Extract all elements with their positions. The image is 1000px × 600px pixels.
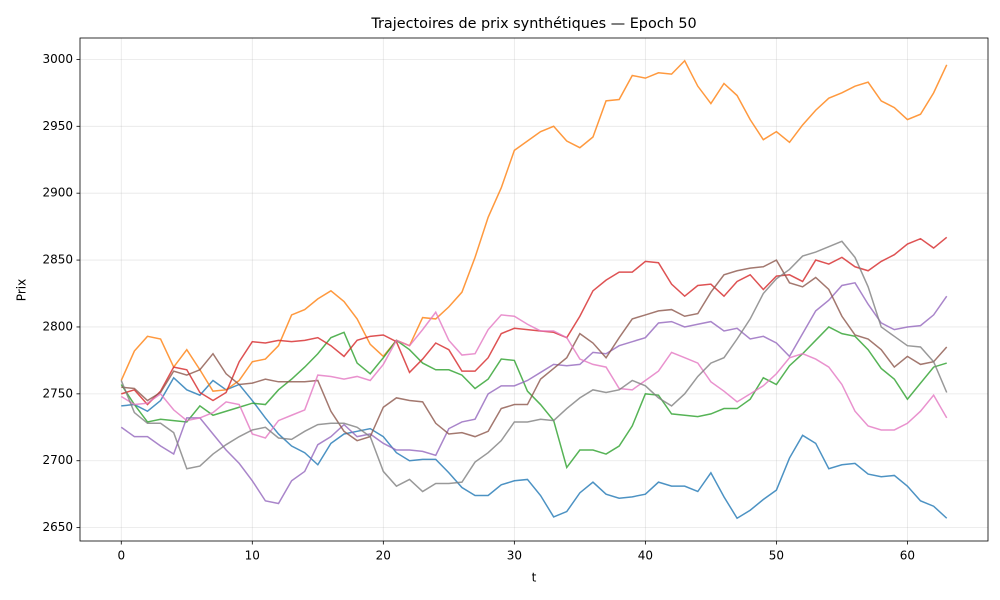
series-line (121, 376, 948, 520)
y-tick-label: 3000 (42, 52, 73, 66)
y-tick-label: 2950 (42, 119, 73, 133)
x-tick-label: 20 (376, 549, 391, 563)
x-tick-label: 10 (245, 549, 260, 563)
series-line (121, 236, 948, 406)
x-tick-label: 40 (638, 549, 653, 563)
y-tick-label: 2700 (42, 453, 73, 467)
series-line (120, 240, 948, 493)
plot-frame (79, 37, 989, 542)
chart-title: Trajectoires de prix synthétiques — Epoc… (370, 16, 696, 32)
x-tick-label: 30 (507, 549, 522, 563)
y-tick-label: 2750 (42, 386, 73, 400)
series-line (121, 259, 948, 442)
x-tick-label: 50 (769, 549, 784, 563)
x-tick-label: 60 (900, 549, 915, 563)
y-tick-label: 2900 (42, 186, 73, 200)
y-tick-label: 2850 (42, 253, 73, 267)
y-tick-label: 2650 (42, 520, 73, 534)
series-line (120, 59, 948, 392)
x-tick-label: 0 (117, 549, 125, 563)
y-axis-label: Prix (15, 279, 29, 301)
series-line (120, 326, 947, 470)
x-axis-label: t (532, 571, 537, 585)
series-line (120, 281, 948, 505)
y-tick-label: 2800 (42, 319, 73, 333)
series-line (120, 310, 948, 439)
